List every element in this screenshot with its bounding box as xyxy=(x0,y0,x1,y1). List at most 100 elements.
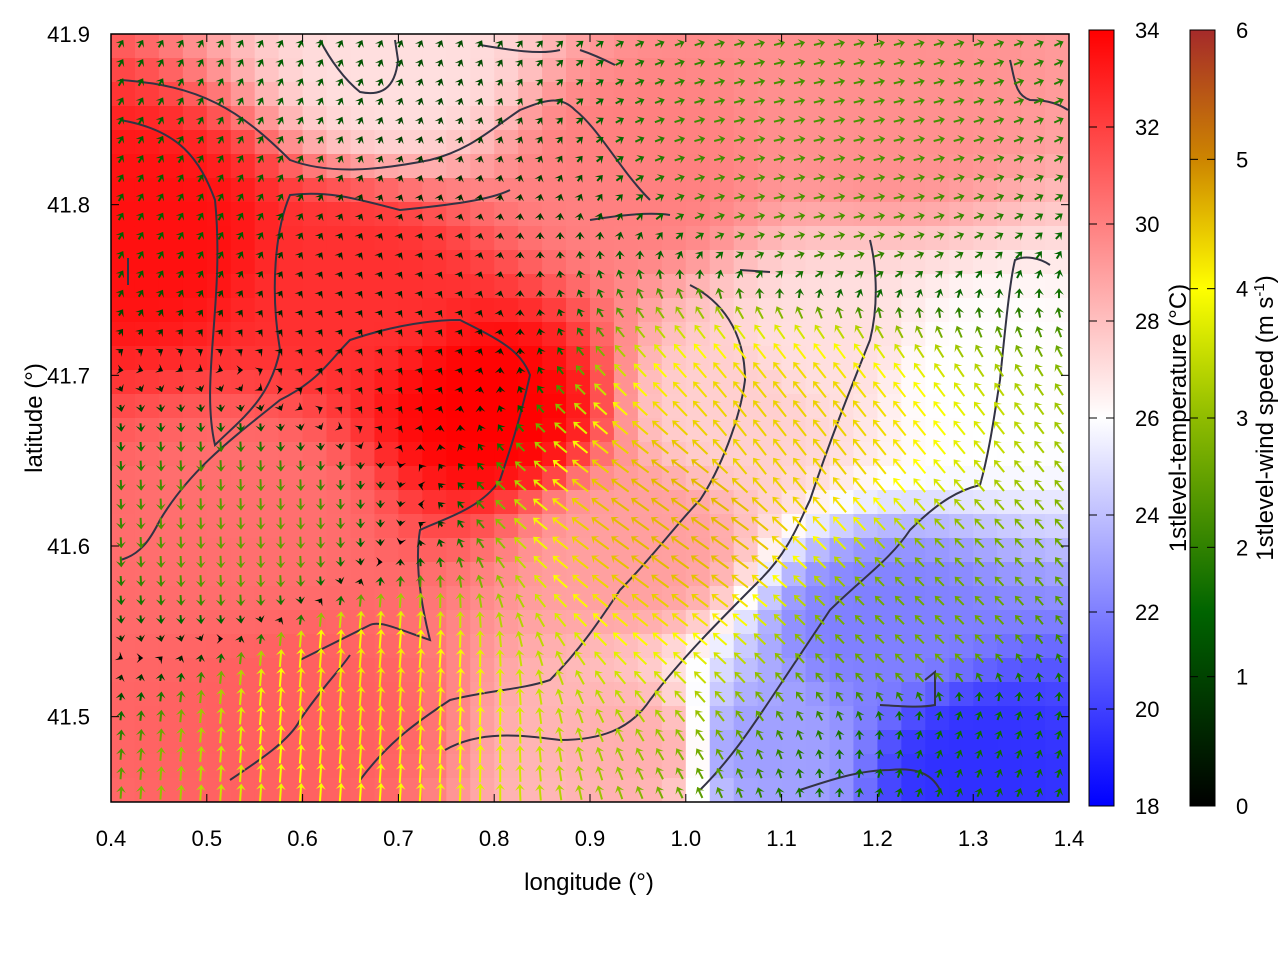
wind-arrow-shaft xyxy=(318,727,323,745)
heatmap-cell xyxy=(877,778,902,802)
heatmap-cell xyxy=(302,586,328,611)
heatmap-cell xyxy=(494,778,519,802)
heatmap-cell xyxy=(326,418,352,443)
heatmap-cell xyxy=(326,778,352,802)
heatmap-cell xyxy=(1021,178,1046,203)
heatmap-cell xyxy=(374,634,399,659)
heatmap-cell xyxy=(901,538,926,563)
heatmap-cell xyxy=(326,202,352,227)
heatmap-cell xyxy=(182,778,208,802)
heatmap-cell xyxy=(542,202,567,227)
heatmap-cell xyxy=(374,466,399,491)
wind-arrow-shaft xyxy=(398,689,402,707)
heatmap-cell xyxy=(326,442,352,467)
wind-arrow-shaft xyxy=(179,787,183,801)
heatmap-cell xyxy=(566,610,591,635)
wind-arrow-shaft xyxy=(298,617,302,625)
wind-arrow-shaft xyxy=(518,690,522,706)
heatmap-cell xyxy=(398,298,423,323)
wind-arrow-shaft xyxy=(698,272,701,279)
heatmap-cell xyxy=(829,346,855,371)
wind-arrow-shaft xyxy=(458,766,462,783)
heatmap-cell xyxy=(230,634,256,659)
heatmap-cell xyxy=(326,634,352,659)
heatmap-cell xyxy=(350,370,376,395)
heatmap-cell xyxy=(470,346,495,371)
heatmap-cell xyxy=(973,514,998,539)
heatmap-cell xyxy=(111,298,136,323)
heatmap-cell xyxy=(302,514,328,539)
wind-arrow-shaft xyxy=(358,785,362,802)
wind-arrow-shaft xyxy=(438,670,442,687)
heatmap-cell xyxy=(278,586,304,611)
heatmap-cell xyxy=(134,418,160,443)
heatmap-cell xyxy=(302,322,328,347)
wind-arrow-shaft xyxy=(658,271,662,279)
heatmap-cell xyxy=(254,202,280,227)
wind-arrow-shaft xyxy=(139,713,143,721)
heatmap-cell xyxy=(494,322,519,347)
heatmap-cell xyxy=(350,514,376,539)
heatmap-cell xyxy=(542,634,567,659)
heatmap-cell xyxy=(206,778,232,802)
heatmap-cell xyxy=(470,202,495,227)
heatmap-cell xyxy=(111,442,136,467)
wind-arrow-shaft xyxy=(239,654,243,665)
heatmap-cell xyxy=(374,514,399,539)
wind-arrow-shaft xyxy=(458,708,462,726)
wind-arrow-shaft xyxy=(219,691,223,705)
heatmap-cell xyxy=(230,538,256,563)
heatmap-cell xyxy=(494,274,519,299)
heatmap-cell xyxy=(925,322,950,347)
heatmap-cell xyxy=(973,562,998,587)
heatmap-cell xyxy=(542,130,567,155)
heatmap-cell xyxy=(494,754,519,779)
heatmap-cell xyxy=(685,34,711,59)
wind-arrow-shaft xyxy=(378,766,382,783)
wind-arrow-shaft xyxy=(458,670,462,687)
wind-arrow-shaft xyxy=(378,727,382,745)
wind-arrow-shaft xyxy=(399,578,402,587)
heatmap-cell xyxy=(494,82,519,107)
heatmap-cell xyxy=(613,658,639,683)
heatmap-cell xyxy=(134,250,160,275)
heatmap-cell xyxy=(111,346,136,371)
heatmap-cell xyxy=(685,514,711,539)
heatmap-cell xyxy=(254,490,280,515)
heatmap-cell xyxy=(661,34,687,59)
heatmap-cell xyxy=(805,130,831,155)
heatmap-cell xyxy=(1045,466,1069,491)
wind-arrow-shaft xyxy=(478,614,482,628)
heatmap-cell xyxy=(206,490,232,515)
wind-arrow-shaft xyxy=(358,650,363,669)
heatmap-cell xyxy=(494,178,519,203)
heatmap-cell xyxy=(494,586,519,611)
heatmap-cell xyxy=(566,778,591,802)
heatmap-cell xyxy=(661,274,687,299)
heatmap-cell xyxy=(134,274,160,299)
heatmap-cell xyxy=(542,394,567,419)
heatmap-cell xyxy=(733,706,759,731)
heatmap-cell xyxy=(446,634,471,659)
heatmap-cell xyxy=(422,586,447,611)
heatmap-cell xyxy=(350,562,376,587)
heatmap-cell xyxy=(470,106,495,131)
heatmap-cell xyxy=(805,658,831,683)
heatmap-cell xyxy=(278,538,304,563)
wind-arrow-shaft xyxy=(438,766,442,783)
wind-arrow-shaft xyxy=(219,615,222,622)
heatmap-cell xyxy=(398,418,423,443)
heatmap-cell xyxy=(302,370,328,395)
heatmap-cell xyxy=(302,658,328,683)
heatmap-cell xyxy=(925,466,950,491)
heatmap-cell xyxy=(302,274,328,299)
heatmap-cell xyxy=(949,394,974,419)
heatmap-cell xyxy=(1021,442,1046,467)
wind-arrow-shaft xyxy=(518,729,522,744)
heatmap-cell xyxy=(853,778,878,802)
wind-arrow-shaft xyxy=(238,728,243,744)
heatmap-cell xyxy=(925,514,950,539)
heatmap-cell xyxy=(374,682,399,707)
heatmap-cell xyxy=(422,394,447,419)
heatmap-cell xyxy=(350,106,376,131)
